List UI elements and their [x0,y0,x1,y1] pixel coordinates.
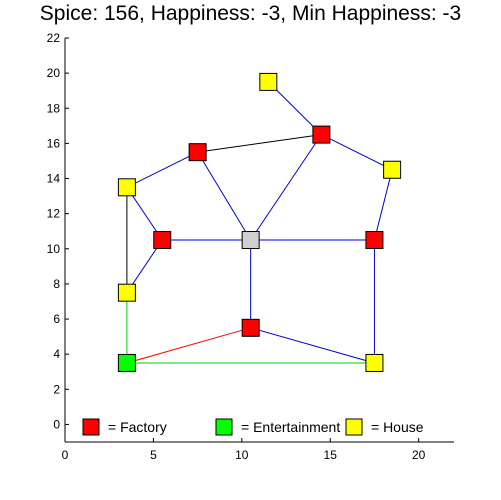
factory-node-f3[interactable] [153,231,172,249]
axes: 0 2 4 6 8 10 12 14 16 18 20 22 0 5 10 15 20 [47,31,454,462]
house-node-h5[interactable] [365,353,384,372]
road-edge-f5-h5 [250,327,375,364]
road-edge-f1-h2 [321,134,393,171]
house-node-h3[interactable] [117,178,136,197]
building-nodes [117,72,402,372]
factory-node-f4[interactable] [365,231,384,249]
y-tick-label: 2 [53,382,60,396]
x-tick-label: 20 [412,448,426,462]
x-tick-label: 5 [150,448,157,462]
y-tick-label: 6 [53,312,60,326]
x-tick-label: 0 [62,448,69,462]
y-tick-label: 22 [47,31,61,45]
y-tick-label: 8 [53,277,60,291]
legend: = Factory = Entertainment = House [82,418,424,436]
legend-swatch-factory [82,418,100,436]
road-edge-f5-e1 [126,327,251,364]
game-status-title: Spice: 156, Happiness: -3, Min Happiness… [39,2,462,25]
legend-label-factory: = Factory [108,419,167,435]
y-tick-label: 16 [47,136,61,150]
x-tick-label: 15 [324,448,338,462]
house-node-h2[interactable] [383,160,402,179]
selected-node-s1[interactable] [241,231,260,249]
factory-node-f5[interactable] [241,318,260,337]
legend-swatch-house [345,418,363,436]
factory-node-f1[interactable] [312,125,331,144]
entertainment-node-e1[interactable] [117,353,136,372]
y-tick-label: 12 [47,207,61,221]
road-edges [126,81,393,364]
road-edge-h3-f2 [126,151,198,188]
y-tick-label: 0 [53,417,60,431]
factory-node-f2[interactable] [188,143,207,162]
legend-label-house: = House [371,419,424,435]
house-node-h1[interactable] [259,72,278,91]
x-tick-label: 10 [235,448,249,462]
y-tick-label: 14 [47,172,61,186]
road-edge-f2-f1 [197,134,322,153]
house-node-h4[interactable] [117,283,136,302]
y-tick-label: 4 [53,347,60,361]
y-tick-label: 10 [47,242,61,256]
road-edge-f2-s1 [197,151,252,241]
legend-swatch-entertainment [215,418,233,436]
legend-label-entertainment: = Entertainment [241,419,340,435]
y-tick-label: 20 [47,66,61,80]
road-edge-f1-s1 [250,134,322,241]
road-edge-h2-f4 [373,169,393,241]
y-tick-label: 18 [47,101,61,115]
